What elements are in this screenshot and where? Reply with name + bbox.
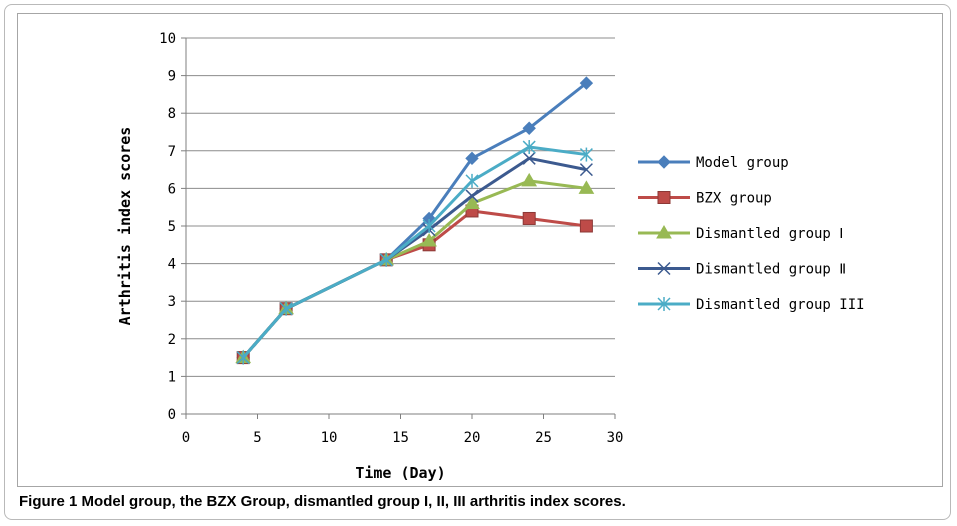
data-point-series-2 — [522, 211, 536, 225]
y-tick-label: 10 — [159, 31, 176, 47]
x-tick-label: 0 — [182, 430, 190, 446]
y-tick-label: 3 — [168, 294, 176, 310]
legend: Model group BZX group Dismantled group Ⅰ Di… — [638, 155, 865, 313]
data-point-series-5 — [579, 147, 593, 162]
x-tick-label: 10 — [321, 430, 338, 446]
x-tick-label: 25 — [535, 430, 552, 446]
y-tick-label: 4 — [168, 257, 176, 273]
y-tick-label: 6 — [168, 181, 176, 197]
x-tick-label: 5 — [253, 430, 261, 446]
line-chart: 0 1 2 3 4 5 6 7 8 9 10 0 5 10 15 20 25 30 Model group BZX … — [116, 31, 865, 482]
data-point-series-3 — [464, 195, 480, 209]
legend-label-2: BZX group — [696, 191, 772, 207]
series-line-3 — [242, 179, 587, 359]
legend-marker-1 — [657, 155, 671, 169]
figure-frame: 0 1 2 3 4 5 6 7 8 9 10 0 5 10 15 20 25 30 Model group BZX … — [4, 4, 951, 520]
y-tick-label: 0 — [168, 407, 176, 423]
y-tick-label: 1 — [168, 369, 176, 385]
y-tick-label: 9 — [168, 69, 176, 85]
data-point-series-4 — [465, 189, 479, 203]
y-axis-title: Arthritis index scores — [116, 127, 134, 326]
data-point-series-5 — [422, 219, 436, 233]
series-group — [235, 76, 595, 365]
legend-label-3: Dismantled group Ⅰ — [696, 226, 843, 242]
data-point-series-1 — [465, 151, 479, 166]
legend-marker-4 — [657, 261, 671, 276]
data-point-series-5 — [379, 252, 393, 267]
y-tick-label: 5 — [168, 219, 176, 235]
data-point-series-5 — [522, 140, 536, 155]
legend-label-4: Dismantled group Ⅱ — [696, 262, 846, 278]
legend-marker-2 — [657, 191, 671, 204]
legend-marker-5 — [657, 297, 671, 311]
series-line-5 — [242, 145, 587, 359]
x-tick-label: 30 — [607, 430, 624, 446]
data-point-series-3 — [521, 172, 538, 187]
x-tick-label: 20 — [464, 430, 481, 446]
data-point-series-5 — [465, 173, 479, 188]
x-tick-label: 15 — [392, 430, 409, 446]
axes: 0 1 2 3 4 5 6 7 8 9 10 0 5 10 15 20 25 30 — [159, 31, 623, 446]
data-point-series-1 — [579, 76, 594, 90]
caption-text: Model group, the BZX Group, dismantled g… — [81, 493, 626, 510]
data-point-series-3 — [421, 233, 437, 247]
legend-label-5: Dismantled group III — [696, 297, 865, 313]
y-tick-label: 8 — [168, 106, 176, 122]
legend-label-1: Model group — [696, 155, 789, 171]
gridlines — [186, 37, 615, 377]
caption-label: Figure 1 — [19, 493, 78, 510]
data-point-series-1 — [522, 121, 536, 135]
figure-caption: Figure 1 Model group, the BZX Group, dis… — [19, 493, 939, 510]
data-point-series-4 — [579, 163, 593, 177]
data-point-series-5 — [236, 350, 250, 365]
data-point-series-5 — [279, 301, 293, 316]
x-axis-title: Time (Day) — [355, 464, 445, 482]
data-point-series-2 — [579, 219, 593, 233]
y-tick-label: 7 — [168, 144, 176, 160]
data-point-series-4 — [522, 151, 536, 165]
legend-marker-3 — [656, 225, 672, 239]
y-tick-label: 2 — [168, 332, 176, 348]
data-point-series-3 — [578, 180, 595, 194]
chart-area: 0 1 2 3 4 5 6 7 8 9 10 0 5 10 15 20 25 30 Model group BZX … — [17, 13, 943, 487]
